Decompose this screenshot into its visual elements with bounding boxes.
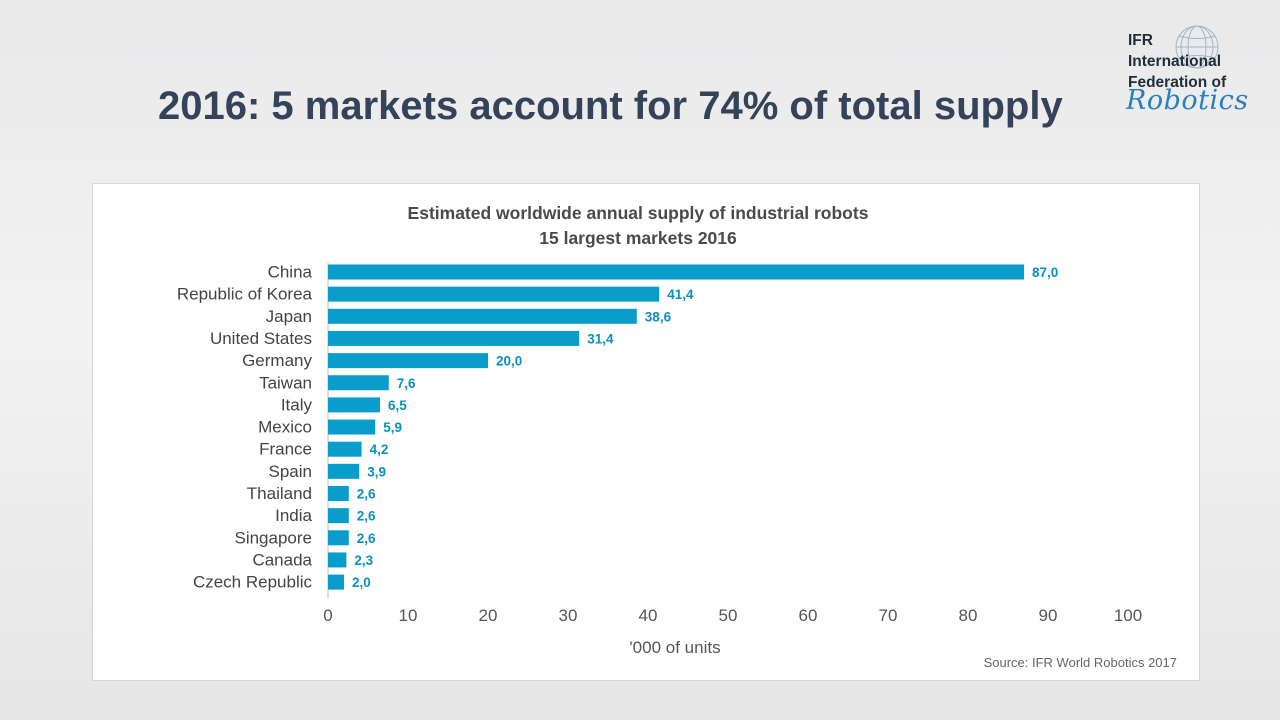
bar xyxy=(328,508,349,524)
category-label: China xyxy=(268,263,313,282)
data-label: 2,0 xyxy=(352,575,371,590)
x-tick-label: 80 xyxy=(959,606,978,625)
x-tick-label: 40 xyxy=(639,606,658,625)
data-label: 3,9 xyxy=(367,464,386,479)
chart-panel: Estimated worldwide annual supply of ind… xyxy=(92,183,1200,681)
x-tick-label: 70 xyxy=(879,606,898,625)
bar xyxy=(328,308,637,324)
category-label: Czech Republic xyxy=(193,573,313,592)
category-label: Republic of Korea xyxy=(177,285,313,304)
data-label: 5,9 xyxy=(383,420,402,435)
chart-title: Estimated worldwide annual supply of ind… xyxy=(407,203,869,223)
bar xyxy=(328,552,347,568)
bar xyxy=(328,353,488,369)
x-tick-label: 100 xyxy=(1114,606,1142,625)
x-tick-label: 20 xyxy=(479,606,498,625)
data-label: 41,4 xyxy=(667,287,694,302)
bar xyxy=(328,463,360,479)
data-label: 4,2 xyxy=(370,442,389,457)
ifr-logo: IFR International Federation of Robotics xyxy=(1120,22,1270,122)
chart-subtitle: 15 largest markets 2016 xyxy=(539,228,737,248)
logo-script-robotics: Robotics xyxy=(1126,85,1249,116)
bar xyxy=(328,530,349,546)
category-label: Mexico xyxy=(258,418,312,437)
slide-title: 2016: 5 markets account for 74% of total… xyxy=(158,84,1063,128)
x-tick-label: 50 xyxy=(719,606,738,625)
bar xyxy=(328,397,380,413)
data-label: 87,0 xyxy=(1032,265,1058,280)
category-label: Taiwan xyxy=(259,373,312,392)
data-label: 2,6 xyxy=(357,509,376,524)
x-tick-label: 10 xyxy=(399,606,418,625)
bar xyxy=(328,286,660,302)
category-label: United States xyxy=(210,329,312,348)
bar xyxy=(328,419,376,435)
bar xyxy=(328,375,389,391)
data-label: 2,6 xyxy=(357,531,376,546)
x-tick-label: 90 xyxy=(1039,606,1058,625)
category-label: Italy xyxy=(281,395,313,414)
source-note: Source: IFR World Robotics 2017 xyxy=(983,655,1177,670)
bar xyxy=(328,264,1024,280)
data-label: 31,4 xyxy=(587,331,614,346)
data-label: 7,6 xyxy=(397,376,416,391)
bar xyxy=(328,441,362,457)
category-label: India xyxy=(275,506,312,525)
x-tick-label: 60 xyxy=(799,606,818,625)
category-label: Canada xyxy=(252,550,312,569)
x-tick-label: 0 xyxy=(323,606,332,625)
x-tick-label: 30 xyxy=(559,606,578,625)
data-label: 6,5 xyxy=(388,398,407,413)
category-label: Thailand xyxy=(247,484,312,503)
bar-chart: China 87,0 Republic of Korea 41,4 Japan 38,6 U… xyxy=(177,262,1142,625)
data-label: 2,6 xyxy=(357,487,376,502)
category-label: Japan xyxy=(266,307,312,326)
bar xyxy=(328,330,580,346)
data-label: 20,0 xyxy=(496,354,522,369)
bar xyxy=(328,574,344,590)
data-label: 38,6 xyxy=(645,309,672,324)
logo-text-ifr: IFR xyxy=(1128,32,1153,49)
category-label: France xyxy=(259,440,312,459)
logo-text-international: International xyxy=(1128,53,1222,70)
category-label: Spain xyxy=(269,462,312,481)
x-axis-label: '000 of units xyxy=(629,638,721,657)
bar xyxy=(328,486,349,501)
globe-icon xyxy=(1175,25,1219,69)
data-label: 2,3 xyxy=(354,553,373,568)
logo-text-federation: Federation of xyxy=(1128,74,1227,91)
category-label: Singapore xyxy=(234,528,312,547)
category-label: Germany xyxy=(242,351,312,370)
